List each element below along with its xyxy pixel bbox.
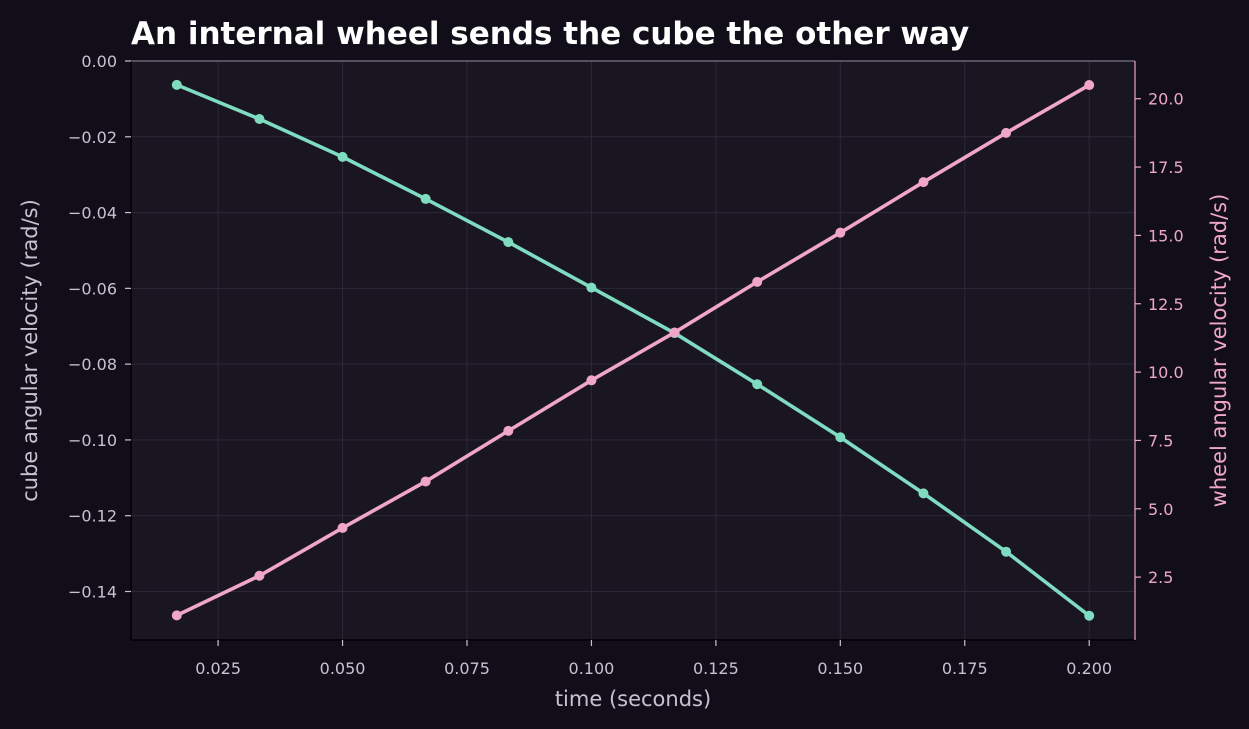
data-point-right [1001,127,1012,138]
y-tick-label-left: −0.06 [68,279,117,298]
data-point-left [420,193,431,204]
data-point-right [420,476,431,487]
chart-title: An internal wheel sends the cube the oth… [131,16,969,52]
data-point-right [918,177,929,188]
data-point-left [835,432,846,443]
y-tick-label-left: −0.12 [68,507,117,526]
data-point-right [254,570,265,581]
y-tick-label-right: 10.0 [1148,363,1184,382]
y-tick-label-left: −0.04 [68,204,117,223]
data-point-left [171,79,182,90]
data-point-right [171,610,182,621]
x-axis-label: time (seconds) [555,687,711,711]
y-tick-label-right: 7.5 [1148,431,1173,450]
data-point-left [503,237,514,248]
x-tick-label: 0.125 [693,659,739,678]
y-tick-label-right: 15.0 [1148,226,1184,245]
data-point-left [254,113,265,124]
y-axis-label-left: cube angular velocity (rad/s) [18,199,42,502]
axes [130,60,1136,641]
y-tick-label-right: 5.0 [1148,500,1173,519]
y-axis-label-right: wheel angular velocity (rad/s) [1207,194,1231,508]
y-tick-label-right: 17.5 [1148,158,1184,177]
x-tick-label: 0.025 [195,659,241,678]
x-tick-label: 0.100 [569,659,615,678]
series-line-right [176,83,1091,618]
x-tick-label: 0.175 [942,659,988,678]
data-point-right [1084,80,1095,91]
data-point-right [586,375,597,386]
ticks: 0.025 0.050 0.075 0.100 0.125 0.150 0.175 0.200… [68,52,1184,678]
data-point-left [1001,546,1012,557]
data-point-right [835,227,846,238]
x-tick-label: 0.150 [817,659,863,678]
x-tick-label: 0.200 [1066,659,1112,678]
y-tick-label-left: −0.08 [68,355,117,374]
y-tick-label-left: −0.02 [68,128,117,147]
data-point-left [337,151,348,162]
data-point-right [752,276,763,287]
series-line-left [176,83,1091,618]
data-point-left [752,379,763,390]
data-point-right [669,327,680,338]
y-tick-label-left: −0.10 [68,431,117,450]
x-tick-label: 0.075 [444,659,490,678]
data-point-right [337,522,348,533]
y-tick-label-right: 2.5 [1148,568,1173,587]
y-tick-label-left: −0.14 [68,582,117,601]
y-tick-label-right: 12.5 [1148,295,1184,314]
data-point-left [586,282,597,293]
data-point-right [503,425,514,436]
series-layer [171,79,1095,621]
x-tick-label: 0.050 [320,659,366,678]
data-point-left [1084,610,1095,621]
y-tick-label-right: 20.0 [1148,90,1184,109]
data-point-left [918,488,929,499]
y-tick-label-left: 0.00 [81,52,117,71]
